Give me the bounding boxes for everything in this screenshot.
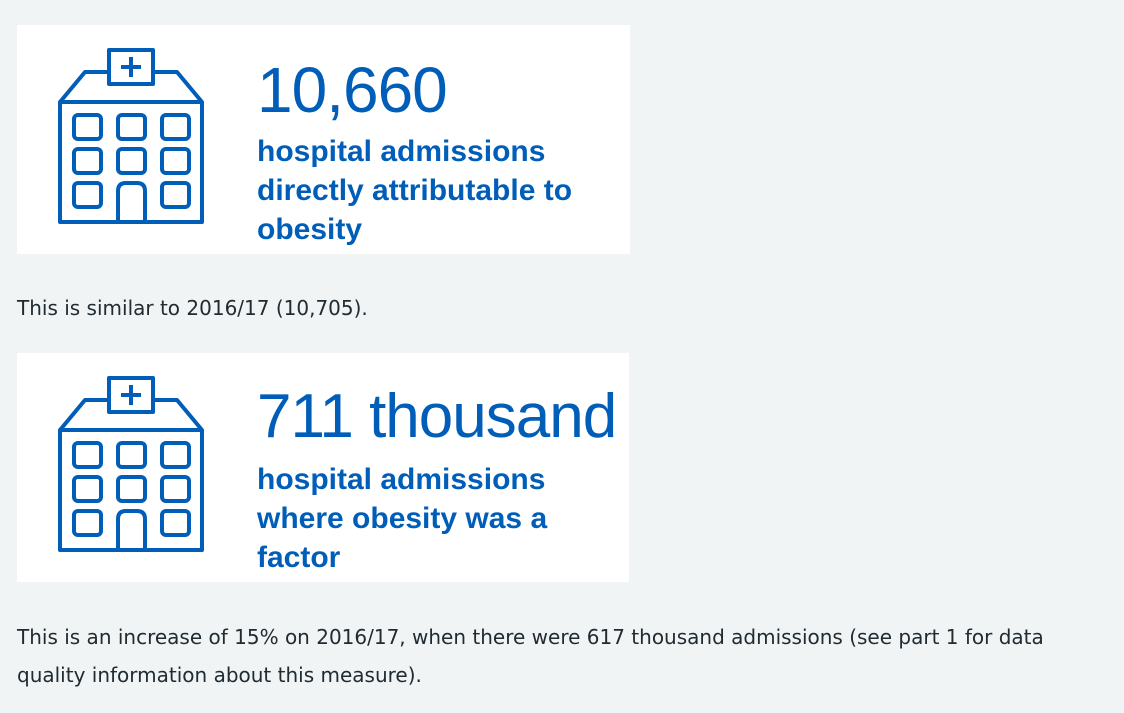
hospital-icon bbox=[58, 376, 204, 552]
hospital-icon bbox=[58, 48, 204, 224]
stat-value: 711 thousand bbox=[257, 382, 617, 451]
stat-card-admissions-attributable: 10,660 hospital admissions directly attr… bbox=[17, 25, 630, 254]
increase-text: This is an increase of 15% on 2016/17, w… bbox=[17, 625, 1044, 687]
comparison-text: This is similar to 2016/17 (10,705). bbox=[17, 296, 368, 320]
stat-description: hospital admissions directly attributabl… bbox=[257, 135, 573, 246]
stat-card-admissions-factor: 711 thousand hospital admissions where o… bbox=[17, 353, 629, 582]
stat-description: hospital admissions where obesity was a … bbox=[257, 463, 548, 574]
stat-value: 10,660 bbox=[257, 54, 448, 126]
